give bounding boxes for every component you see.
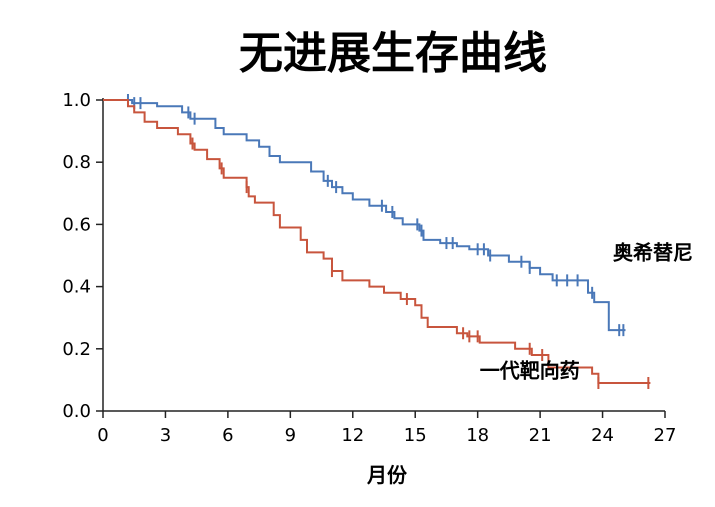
series-label-0: 奥希替尼 [613,240,693,264]
series-line-1 [103,99,651,384]
x-tick-label: 24 [591,425,614,446]
x-tick-label: 18 [466,425,489,446]
x-axis-label: 月份 [366,463,408,487]
y-tick-label: 1.0 [62,90,91,111]
y-tick-label: 0.4 [62,277,91,298]
chart-title: 无进展生存曲线 [239,28,547,79]
series-label-1: 一代靶向药 [480,359,580,383]
y-tick-label: 0.2 [62,339,91,360]
x-tick-label: 21 [529,425,552,446]
x-tick-label: 12 [341,425,364,446]
x-tick-label: 15 [404,425,427,446]
y-tick-label: 0.0 [62,401,91,422]
series-layer [103,94,651,390]
x-tick-label: 3 [160,425,171,446]
axes: 0 3 6 9 12 15 18 21 24 27 0.0 0.2 0.4 0.6 0.8 1.0 [62,90,676,446]
x-tick-label: 0 [97,425,108,446]
x-tick-label: 6 [222,425,233,446]
y-tick-label: 0.6 [62,214,91,235]
x-tick-label: 9 [285,425,296,446]
series-line-0 [103,99,626,332]
x-tick-label: 27 [654,425,677,446]
y-tick-label: 0.8 [62,152,91,173]
